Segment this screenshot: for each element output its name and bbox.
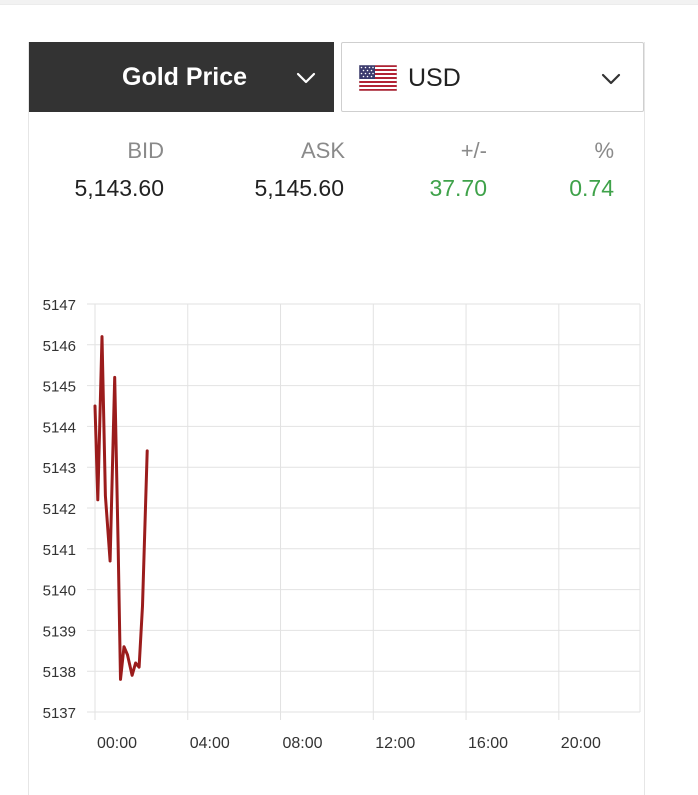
bid-header: BID — [127, 138, 164, 163]
percent-header: % — [594, 138, 614, 163]
y-tick-label: 5144 — [43, 419, 76, 436]
x-tick-label: 16:00 — [468, 735, 508, 752]
gold-price-widget: Gold Price USD — [28, 42, 645, 795]
y-tick-label: 5147 — [43, 297, 76, 314]
y-tick-label: 5146 — [43, 338, 76, 355]
currency-select-dropdown[interactable]: USD — [341, 42, 644, 112]
x-tick-label: 20:00 — [561, 735, 601, 752]
top-divider — [0, 0, 698, 5]
chevron-down-icon — [296, 72, 316, 84]
x-tick-label: 04:00 — [190, 735, 230, 752]
x-tick-label: 00:00 — [97, 735, 137, 752]
ask-header: ASK — [300, 138, 345, 163]
x-tick-label: 12:00 — [375, 735, 415, 752]
y-tick-label: 5143 — [43, 460, 76, 477]
y-tick-label: 5141 — [43, 542, 76, 559]
y-tick-label: 5139 — [43, 623, 76, 640]
x-tick-label: 08:00 — [283, 735, 323, 752]
us-flag-icon — [359, 65, 397, 91]
ask-value: 5,145.60 — [254, 175, 344, 201]
change-header: +/- — [460, 138, 487, 163]
percent-value: 0.74 — [569, 175, 614, 201]
metal-select-label: Gold Price — [122, 63, 248, 91]
currency-select-label: USD — [408, 64, 461, 92]
y-tick-label: 5138 — [43, 664, 76, 681]
y-tick-label: 5145 — [43, 379, 76, 396]
y-tick-label: 5137 — [43, 705, 76, 722]
y-tick-label: 5140 — [43, 583, 76, 600]
change-value: 37.70 — [429, 175, 487, 201]
chevron-down-icon — [601, 73, 621, 85]
metal-select-dropdown[interactable]: Gold Price — [29, 42, 334, 112]
y-tick-label: 5142 — [43, 501, 76, 518]
bid-value: 5,143.60 — [74, 175, 164, 201]
